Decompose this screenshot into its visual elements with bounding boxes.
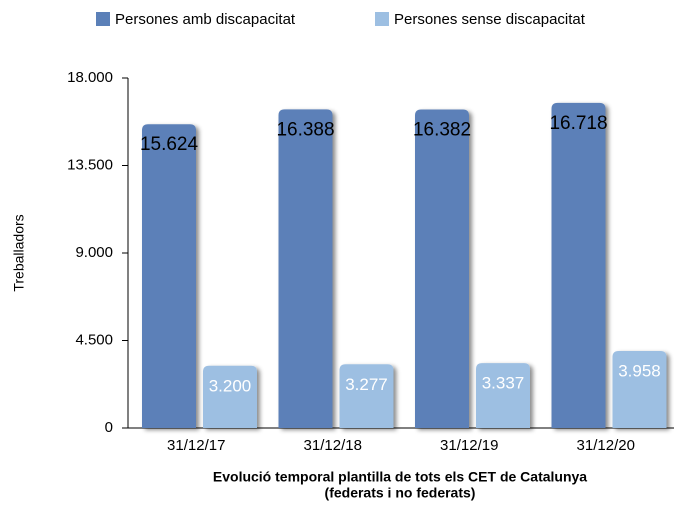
bar bbox=[142, 124, 196, 428]
bar bbox=[278, 109, 333, 428]
x-axis-label: (federats i no federats) bbox=[325, 485, 476, 501]
x-tick-label: 31/12/18 bbox=[304, 437, 362, 454]
bar bbox=[339, 364, 394, 428]
data-label: 3.958 bbox=[618, 362, 661, 381]
x-tick-label: 31/12/19 bbox=[440, 437, 498, 454]
y-tick-label: 0 bbox=[105, 419, 113, 436]
x-axis-label: Evolució temporal plantilla de tots els … bbox=[213, 469, 587, 485]
data-label: 3.277 bbox=[345, 375, 388, 394]
legend-swatch bbox=[375, 12, 389, 26]
y-tick-label: 4.500 bbox=[75, 331, 113, 348]
data-label: 3.200 bbox=[209, 376, 252, 395]
data-label: 3.337 bbox=[482, 374, 525, 393]
x-tick-label: 31/12/20 bbox=[577, 437, 635, 454]
data-label: 15.624 bbox=[140, 134, 199, 155]
y-tick-label: 18.000 bbox=[67, 69, 113, 86]
x-tick-label: 31/12/17 bbox=[167, 437, 225, 454]
y-tick-label: 9.000 bbox=[75, 244, 113, 261]
bar bbox=[551, 102, 606, 428]
bar bbox=[612, 351, 667, 428]
data-label: 16.718 bbox=[549, 113, 607, 134]
data-label: 16.382 bbox=[413, 119, 471, 140]
bar bbox=[476, 363, 530, 428]
legend-label: Persones sense discapacitat bbox=[394, 11, 586, 28]
y-tick-label: 13.500 bbox=[67, 156, 113, 173]
legend-swatch bbox=[96, 12, 110, 26]
legend-label: Persones amb discapacitat bbox=[115, 11, 296, 28]
data-label: 16.388 bbox=[276, 119, 334, 140]
bar bbox=[415, 109, 469, 428]
y-axis-label: Treballadors bbox=[11, 214, 27, 291]
bar bbox=[203, 365, 257, 428]
